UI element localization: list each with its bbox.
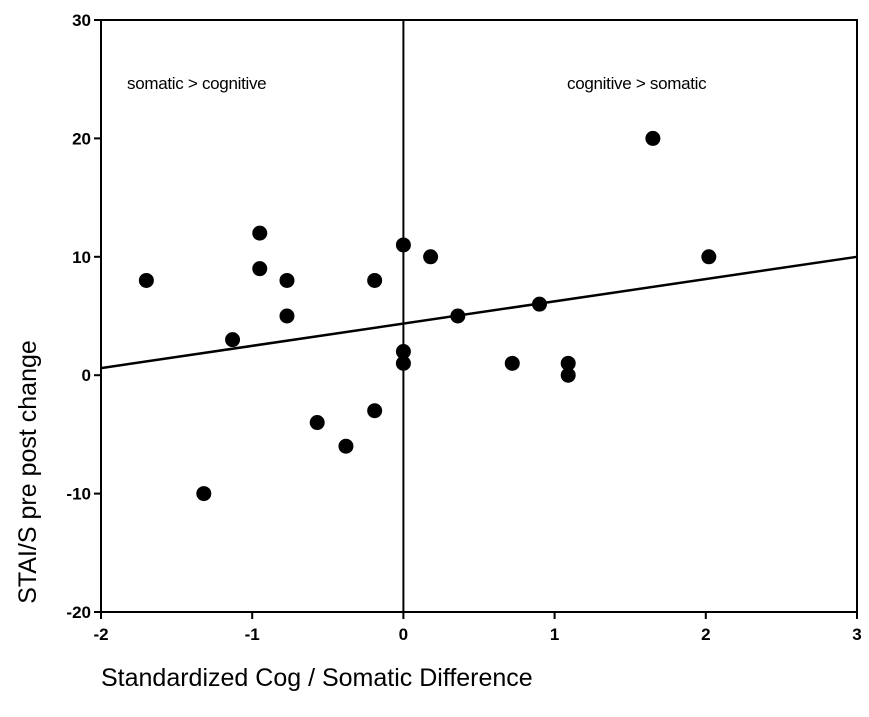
x-tick-label: 0 [399,625,408,644]
plot-frame [101,20,857,612]
y-tick-label: 30 [72,11,91,30]
data-point [532,297,547,312]
data-point [252,261,267,276]
data-point [396,237,411,252]
y-tick-label: 20 [72,129,91,148]
annotation-somatic-gt-cognitive: somatic > cognitive [127,74,266,93]
data-point [310,415,325,430]
x-axis-title: Standardized Cog / Somatic Difference [101,664,533,692]
data-points [139,131,716,501]
x-tick-label: -2 [93,625,108,644]
data-point [367,403,382,418]
data-point [196,486,211,501]
data-point [139,273,154,288]
regression-line [101,257,857,368]
y-tick-label: -20 [66,603,91,622]
data-point [645,131,660,146]
x-tick-label: -1 [245,625,260,644]
data-point [367,273,382,288]
x-tick-label: 1 [550,625,559,644]
y-tick-label: -10 [66,485,91,504]
data-point [701,249,716,264]
x-tick-label: 2 [701,625,710,644]
x-tick-label: 3 [852,625,861,644]
x-axis-ticks: -2 -1 0 1 2 3 [93,612,861,644]
data-point [450,309,465,324]
y-tick-label: 0 [82,366,91,385]
data-point [561,368,576,383]
annotation-cognitive-gt-somatic: cognitive > somatic [567,74,707,93]
data-point [279,309,294,324]
data-point [252,226,267,241]
y-tick-label: 10 [72,248,91,267]
data-point [396,356,411,371]
data-point [279,273,294,288]
data-point [423,249,438,264]
data-point [338,439,353,454]
data-point [505,356,520,371]
data-point [225,332,240,347]
y-axis-ticks: -20 -10 0 10 20 30 [66,11,101,622]
y-axis-title: STAI/S pre post change [14,340,42,604]
